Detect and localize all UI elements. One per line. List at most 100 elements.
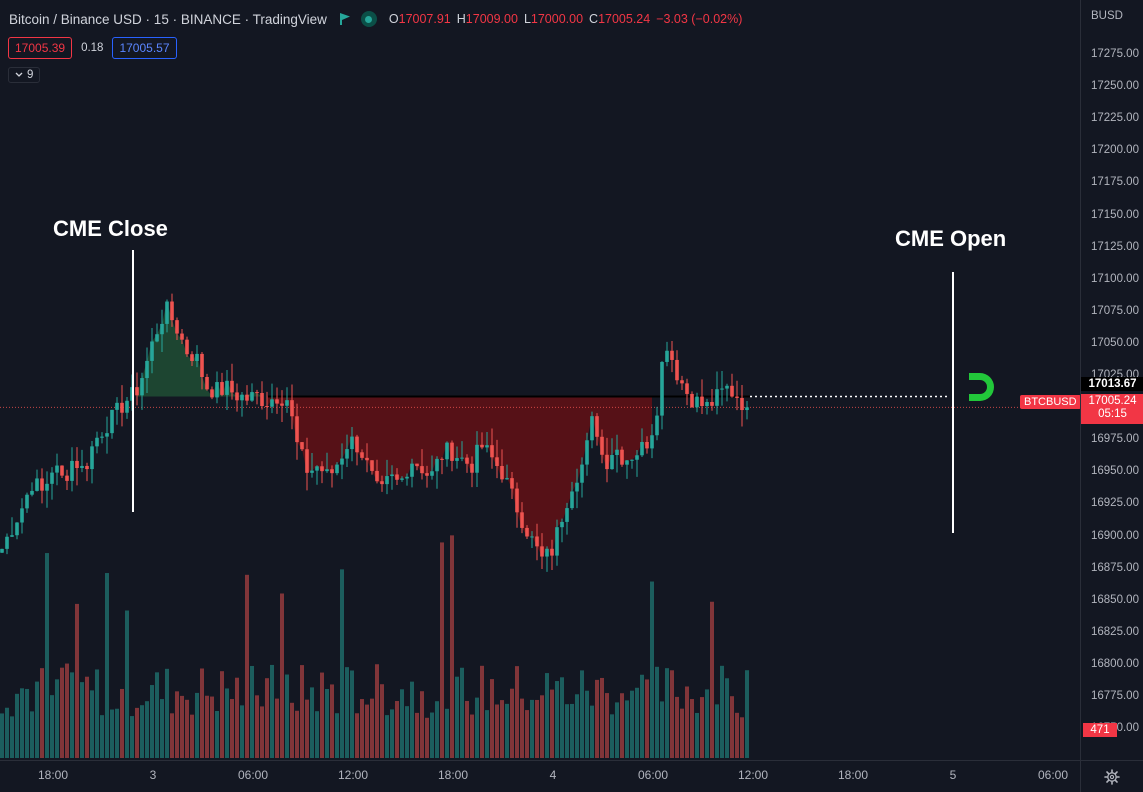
close-value: 17005.24 <box>598 12 651 26</box>
candle-body <box>680 380 684 384</box>
volume-bar <box>415 712 419 758</box>
price-tick-label: 16850.00 <box>1091 593 1139 606</box>
candle-body <box>625 460 629 465</box>
volume-bar <box>570 703 574 758</box>
candle-body <box>560 521 564 528</box>
volume-bar <box>120 688 124 758</box>
candle-body <box>365 457 369 461</box>
volume-bar <box>215 711 219 758</box>
flag-icon[interactable] <box>339 13 351 25</box>
time-axis[interactable]: 18:00 3 06:00 12:00 18:00 4 06:00 12:00 18:00 5 06… <box>0 760 1080 792</box>
candle-body <box>245 394 249 401</box>
candle-body <box>705 402 709 407</box>
price-axis[interactable]: BUSD 17275.00 17250.00 17225.00 17200.00 171… <box>1080 0 1143 760</box>
volume-bar <box>605 693 609 758</box>
volume-bar <box>485 710 489 758</box>
candle-body <box>325 469 329 472</box>
volume-bar <box>665 668 669 758</box>
gear-icon[interactable] <box>1104 768 1120 785</box>
volume-bar <box>645 679 649 758</box>
volume-bar <box>45 553 49 758</box>
price-tick-label: 16975.00 <box>1091 433 1139 446</box>
candle-body <box>55 465 59 473</box>
time-tick-label: 06:00 <box>1037 768 1069 782</box>
symbol-title[interactable]: Bitcoin / Binance USD · 15 · BINANCE · T… <box>9 11 327 27</box>
volume-bar <box>280 593 284 758</box>
candle-body <box>115 402 119 410</box>
candle-body <box>305 449 309 473</box>
bid-ask-row: 17005.39 0.18 17005.57 <box>8 37 177 59</box>
candle-body <box>40 478 44 491</box>
volume-bar <box>30 711 34 758</box>
volume-bar <box>225 688 229 758</box>
candle-body <box>360 452 364 458</box>
indicators-toggle-button[interactable]: 9 <box>8 67 41 83</box>
chart-settings-corner[interactable] <box>1080 760 1143 792</box>
volume-bar <box>175 691 179 758</box>
volume-bar <box>140 705 144 758</box>
candle-body <box>450 442 454 461</box>
candle-body <box>330 469 334 474</box>
candle-body <box>555 527 559 556</box>
ohlc-values: O17007.91 H17009.00 L17000.00 C17005.24 … <box>388 12 743 26</box>
price-tick-label: 17225.00 <box>1091 112 1139 125</box>
volume-bar <box>510 688 514 758</box>
candle-body <box>720 388 724 390</box>
volume-bar <box>505 703 509 758</box>
candle-body <box>480 444 484 448</box>
volume-bar <box>90 690 94 758</box>
volume-bar <box>350 670 354 758</box>
candle-body <box>220 382 224 395</box>
market-status-icon[interactable] <box>360 11 377 27</box>
time-tick-label: 4 <box>549 768 557 782</box>
price-tick-label: 17275.00 <box>1091 48 1139 60</box>
candle-body <box>575 482 579 492</box>
candlestick-chart[interactable] <box>0 0 1080 760</box>
candle-body <box>335 464 339 474</box>
volume-bar <box>245 574 249 758</box>
volume-bar <box>555 681 559 758</box>
volume-bar <box>130 716 134 758</box>
candle-body <box>280 403 284 406</box>
volume-bar <box>370 698 374 758</box>
volume-bar <box>380 684 384 758</box>
candle-body <box>665 350 669 362</box>
candle-body <box>60 465 64 476</box>
volume-bar <box>420 691 424 758</box>
volume-bar <box>445 708 449 758</box>
buy-price-button[interactable]: 17005.57 <box>112 37 177 59</box>
candle-body <box>520 512 524 528</box>
price-tick-label: 16925.00 <box>1091 497 1139 510</box>
volume-bar <box>80 682 84 758</box>
candle-body <box>165 301 169 324</box>
candle-body <box>30 490 34 495</box>
volume-bar <box>530 699 534 758</box>
price-tick-label: 17100.00 <box>1091 272 1139 285</box>
currency-label[interactable]: BUSD <box>1091 10 1123 22</box>
candle-body <box>645 441 649 449</box>
cme-open-label[interactable]: CME Open <box>895 226 1007 251</box>
price-tick-label: 17175.00 <box>1091 176 1139 189</box>
cme-close-label[interactable]: CME Close <box>53 216 168 241</box>
volume-bar <box>70 672 74 758</box>
time-tick-label: 3 <box>149 768 157 782</box>
candle-body <box>155 334 159 342</box>
candle-body <box>730 385 734 397</box>
magnet-icon[interactable] <box>963 370 999 404</box>
candle-body <box>445 442 449 460</box>
volume-bar <box>320 672 324 758</box>
candle-body <box>630 459 634 461</box>
chart-plot-area[interactable]: Bitcoin / Binance USD · 15 · BINANCE · T… <box>0 0 1081 760</box>
candle-body <box>175 320 179 334</box>
candle-body <box>120 402 124 413</box>
candle-body <box>745 407 749 411</box>
volume-bar <box>335 713 339 758</box>
candle-body <box>105 433 109 437</box>
sell-price-button[interactable]: 17005.39 <box>8 37 73 59</box>
volume-bar <box>475 697 479 758</box>
candle-body <box>565 508 569 522</box>
candle-body <box>80 465 84 468</box>
volume-bar <box>490 679 494 758</box>
candle-body <box>685 383 689 394</box>
volume-bar <box>65 663 69 758</box>
